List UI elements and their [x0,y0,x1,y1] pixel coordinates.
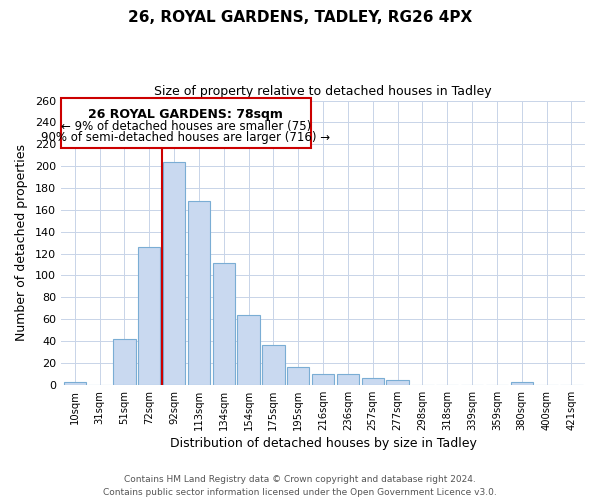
Title: Size of property relative to detached houses in Tadley: Size of property relative to detached ho… [154,85,492,98]
Bar [362,378,384,385]
Bar [138,247,160,385]
Text: 90% of semi-detached houses are larger (716) →: 90% of semi-detached houses are larger (… [41,131,331,144]
Text: Contains public sector information licensed under the Open Government Licence v3: Contains public sector information licen… [103,488,497,497]
Bar [337,374,359,385]
Bar [113,339,136,385]
Y-axis label: Number of detached properties: Number of detached properties [15,144,28,341]
Text: 26, ROYAL GARDENS, TADLEY, RG26 4PX: 26, ROYAL GARDENS, TADLEY, RG26 4PX [128,10,472,25]
Bar [386,380,409,385]
FancyBboxPatch shape [61,98,311,148]
Bar [262,346,284,385]
Text: Contains HM Land Registry data © Crown copyright and database right 2024.: Contains HM Land Registry data © Crown c… [124,476,476,484]
Bar [287,368,310,385]
Text: 26 ROYAL GARDENS: 78sqm: 26 ROYAL GARDENS: 78sqm [88,108,283,121]
Bar [312,374,334,385]
Bar [64,382,86,385]
Bar [212,264,235,385]
Bar [188,201,210,385]
X-axis label: Distribution of detached houses by size in Tadley: Distribution of detached houses by size … [170,437,476,450]
Bar [238,315,260,385]
Text: ← 9% of detached houses are smaller (75): ← 9% of detached houses are smaller (75) [61,120,311,133]
Bar [163,162,185,385]
Bar [511,382,533,385]
